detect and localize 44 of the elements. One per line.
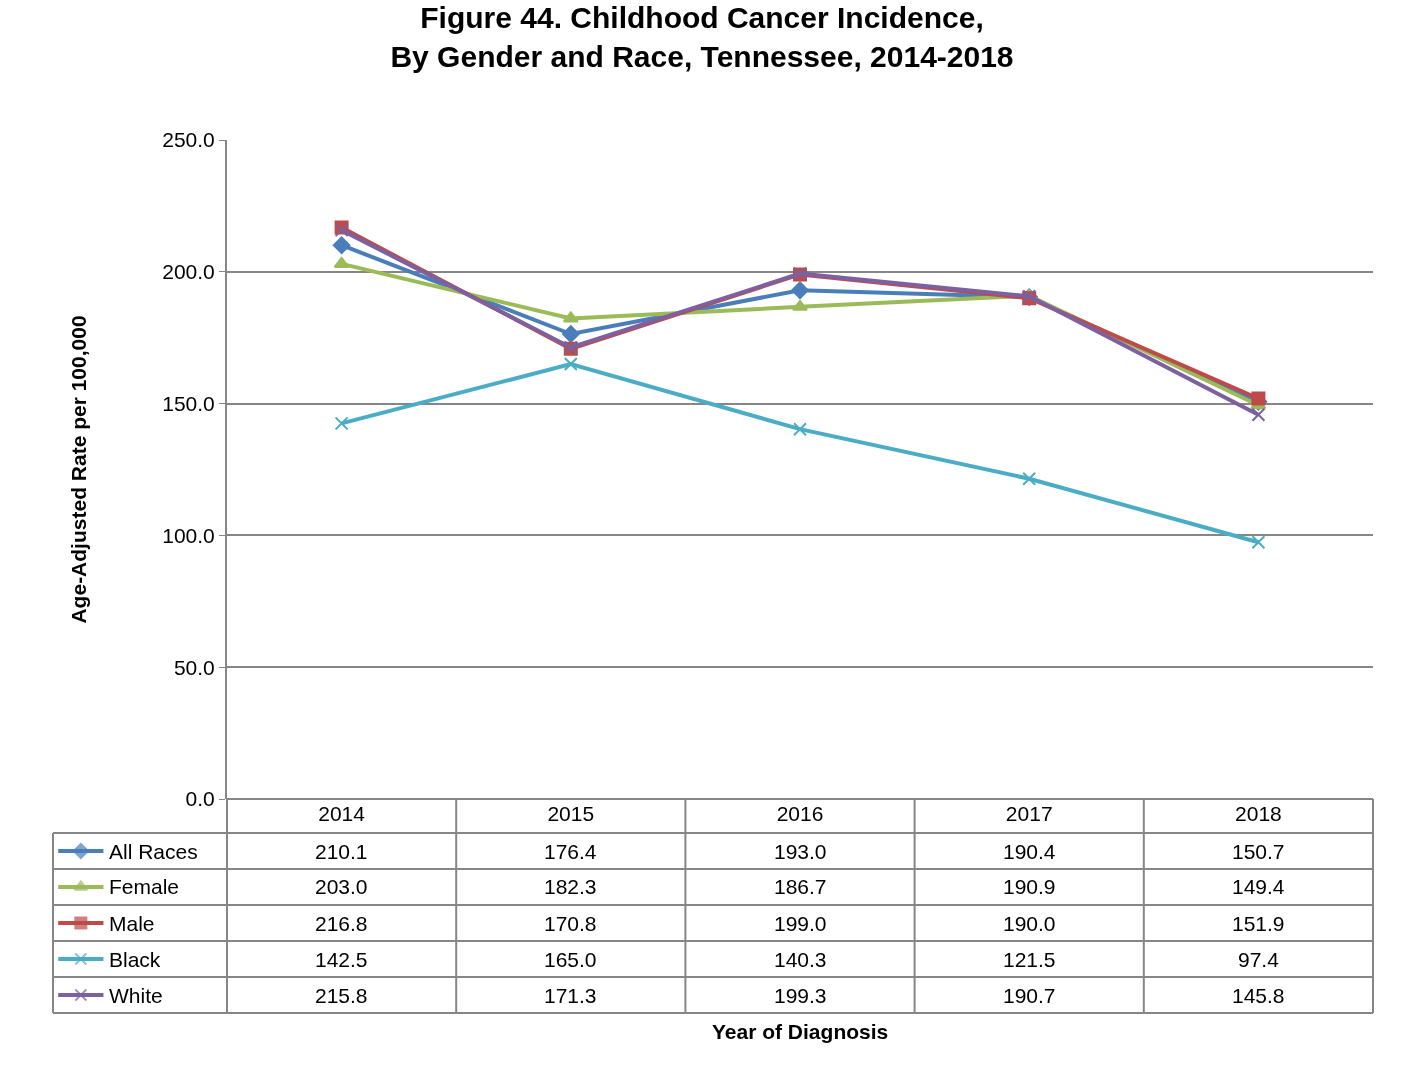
- y-tick-label: 250.0: [162, 128, 215, 152]
- y-tick-label: 200.0: [162, 260, 215, 284]
- data-label: 150.7: [1232, 840, 1285, 863]
- legend-label: Male: [109, 912, 155, 935]
- data-label: 145.8: [1232, 984, 1285, 1007]
- data-label: 199.3: [774, 984, 827, 1007]
- legend-label: White: [109, 984, 163, 1007]
- data-label: 203.0: [315, 875, 368, 898]
- data-label: 140.3: [774, 948, 827, 971]
- data-label: 151.9: [1232, 912, 1285, 935]
- x-tick-label: 2015: [547, 802, 595, 825]
- data-label: 216.8: [315, 912, 368, 935]
- data-label: 190.7: [1003, 984, 1056, 1007]
- data-label: 149.4: [1232, 875, 1285, 898]
- data-label: 176.4: [544, 840, 597, 863]
- data-label: 182.3: [544, 875, 597, 898]
- y-tick-label: 50.0: [173, 655, 215, 679]
- legend-label: All Races: [109, 840, 198, 863]
- x-tick-label: 2016: [776, 802, 824, 825]
- legend-label: Black: [109, 948, 161, 971]
- data-label: 190.9: [1003, 875, 1056, 898]
- data-label: 186.7: [774, 875, 827, 898]
- x-tick-label: 2017: [1005, 802, 1053, 825]
- data-label: 171.3: [544, 984, 597, 1007]
- y-tick-label: 100.0: [162, 523, 215, 547]
- data-label: 165.0: [544, 948, 597, 971]
- x-tick-label: 2014: [318, 802, 366, 825]
- y-tick-label: 150.0: [162, 391, 215, 415]
- data-label: 97.4: [1238, 948, 1280, 971]
- data-label: 199.0: [774, 912, 827, 935]
- x-tick-label: 2018: [1235, 802, 1282, 825]
- data-label: 210.1: [315, 840, 368, 863]
- y-tick-label: 0.0: [185, 787, 215, 811]
- data-label: 190.0: [1003, 912, 1056, 935]
- data-label: 193.0: [774, 840, 827, 863]
- data-label: 215.8: [315, 984, 368, 1007]
- legend-label: Female: [109, 875, 180, 898]
- data-label: 121.5: [1003, 948, 1056, 971]
- y-axis-title: Age-Adjusted Rate per 100,000: [66, 315, 90, 624]
- data-label: 190.4: [1003, 840, 1056, 863]
- data-label: 142.5: [315, 948, 368, 971]
- text: Year of Diagnosis: [712, 1020, 889, 1043]
- data-label: 170.8: [544, 912, 597, 935]
- chart-title: Figure 44. Childhood Cancer Incidence, By Gender and Race, Tennessee, 2014-2018: [390, 1, 1014, 73]
